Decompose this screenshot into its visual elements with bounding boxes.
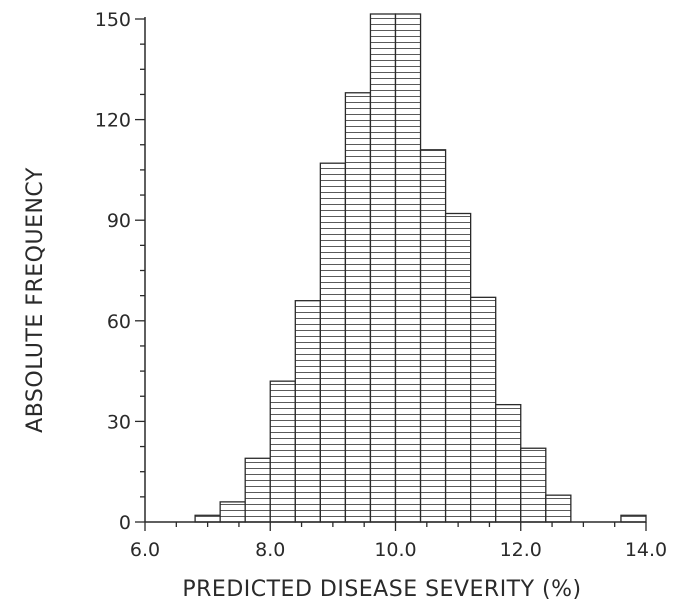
x-ticks-group: 6.0 8.0 10.0 12.0 14.0 <box>130 522 667 561</box>
histogram-bar <box>319 162 347 523</box>
x-tick-label: 8.0 <box>255 539 285 561</box>
y-tick-label: 30 <box>107 411 131 433</box>
histogram-bar <box>520 447 547 523</box>
y-axis-title: ABSOLUTE FREQUENCY <box>23 167 48 433</box>
histogram-bar <box>244 457 271 523</box>
y-tick-label: 90 <box>107 210 131 232</box>
x-tick-label: 14.0 <box>625 539 667 561</box>
bars-group <box>194 13 647 523</box>
x-tick-label: 10.0 <box>374 539 416 561</box>
x-tick-label: 12.0 <box>500 539 542 561</box>
histogram-bar <box>269 380 296 523</box>
x-axis-title: PREDICTED DISEASE SEVERITY (%) <box>182 577 581 602</box>
histogram-bar <box>219 501 246 523</box>
histogram-bar <box>469 296 497 523</box>
histogram-bar <box>419 149 447 523</box>
histogram-bar <box>394 13 422 523</box>
y-tick-label: 60 <box>107 311 131 333</box>
y-ticks-group: 0 30 60 90 120 150 <box>95 9 145 534</box>
histogram-bar <box>545 494 572 523</box>
histogram-bar <box>495 403 522 523</box>
histogram-bar <box>444 212 472 523</box>
histogram-bar <box>369 13 397 523</box>
histogram-bar <box>194 514 221 523</box>
histogram-bar <box>344 92 372 523</box>
y-tick-label: 120 <box>95 110 131 132</box>
y-tick-label: 0 <box>119 512 131 534</box>
x-tick-label: 6.0 <box>130 539 160 561</box>
histogram-bar <box>620 514 647 523</box>
histogram-bar <box>294 300 321 523</box>
y-tick-label: 150 <box>95 9 131 31</box>
